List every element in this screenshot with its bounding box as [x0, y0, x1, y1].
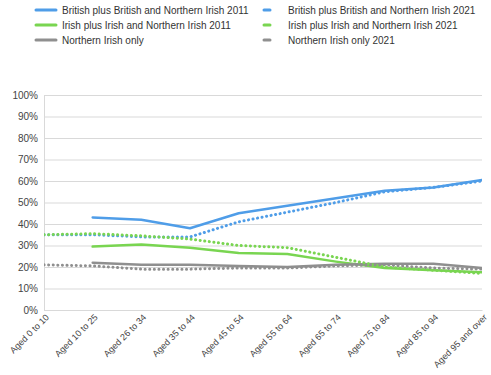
legend-item: Northern Irish only — [36, 35, 144, 46]
x-tick: Aged 45 to 54 — [199, 310, 246, 359]
chart: 0% 10% 20% 30% 40% 50% 60% 70% 80% 90% 100% Aged 0 … — [0, 0, 491, 375]
grid-line — [44, 95, 482, 96]
legend-label: Irish plus Irish and Northern Irish 2021 — [288, 20, 458, 31]
grid-line — [44, 160, 482, 161]
legend: British plus British and Northern Irish … — [36, 5, 476, 46]
grid-line — [44, 181, 482, 182]
y-tick-label: 80% — [18, 133, 38, 144]
legend-label: Northern Irish only — [62, 35, 144, 46]
x-tick-label: Aged 85 to 94 — [394, 312, 441, 359]
x-tick: Aged 65 to 74 — [296, 310, 343, 359]
y-tick: 60% — [18, 176, 482, 187]
x-tick: Aged 0 to 10 — [8, 310, 51, 355]
y-tick-label: 0% — [24, 305, 39, 316]
y-tick-label: 10% — [18, 283, 38, 294]
x-axis-line — [45, 310, 483, 311]
y-axis: 0% 10% 20% 30% 40% 50% 60% 70% 80% 90% 100% — [12, 90, 482, 316]
x-tick: Aged 10 to 25 — [53, 310, 100, 359]
y-tick-label: 90% — [18, 111, 38, 122]
legend-item: Irish plus Irish and Northern Irish 2021 — [264, 20, 458, 31]
y-axis-line — [45, 96, 483, 311]
y-tick-label: 50% — [18, 197, 38, 208]
y-tick: 100% — [12, 90, 482, 101]
legend-swatch — [264, 24, 270, 27]
series-line — [93, 180, 482, 228]
x-tick-label: Aged 65 to 74 — [296, 312, 343, 359]
legend-item: British plus British and Northern Irish … — [36, 5, 249, 16]
grid-line — [44, 310, 482, 311]
y-tick: 80% — [18, 133, 482, 144]
x-tick: Aged 75 to 84 — [345, 310, 392, 359]
grid-line — [44, 224, 482, 225]
series-line — [44, 234, 482, 274]
x-tick-label: Aged 55 to 64 — [248, 312, 295, 359]
x-tick-label: Aged 0 to 10 — [8, 312, 51, 355]
y-tick: 20% — [18, 262, 482, 273]
y-tick: 10% — [18, 283, 482, 294]
legend-swatch — [264, 9, 270, 12]
legend-swatch — [36, 9, 56, 12]
legend-swatch — [264, 39, 270, 42]
legend-label: Northern Irish only 2021 — [288, 35, 395, 46]
legend-label: British plus British and Northern Irish … — [288, 5, 476, 16]
x-tick-label: Aged 35 to 44 — [150, 312, 197, 359]
legend-item: British plus British and Northern Irish … — [264, 5, 476, 16]
y-tick: 50% — [18, 197, 482, 208]
grid-line — [44, 289, 482, 290]
legend-label: Irish plus Irish and Northern Irish 2011 — [62, 20, 231, 31]
x-tick: Aged 55 to 64 — [248, 310, 295, 359]
series-line — [44, 265, 482, 269]
y-tick-label: 70% — [18, 154, 38, 165]
x-axis: Aged 0 to 10Aged 10 to 25Aged 26 to 34Ag… — [8, 310, 489, 370]
x-tick: Aged 35 to 44 — [150, 310, 197, 359]
x-tick: Aged 85 to 94 — [394, 310, 441, 359]
legend-item: Northern Irish only 2021 — [264, 35, 395, 46]
legend-label: British plus British and Northern Irish … — [62, 5, 249, 16]
y-tick-label: 60% — [18, 176, 38, 187]
x-tick-label: Aged 10 to 25 — [53, 312, 100, 359]
x-tick-label: Aged 45 to 54 — [199, 312, 246, 359]
x-tick-label: Aged 26 to 34 — [102, 312, 149, 359]
y-tick-label: 20% — [18, 262, 38, 273]
grid-line — [44, 117, 482, 118]
x-tick: Aged 95 and over — [432, 310, 489, 370]
grid-line — [44, 138, 482, 139]
plot-area — [44, 180, 482, 274]
y-tick: 70% — [18, 154, 482, 165]
legend-swatch — [36, 39, 56, 42]
y-tick-label: 100% — [12, 90, 38, 101]
legend-item: Irish plus Irish and Northern Irish 2011 — [36, 20, 231, 31]
series-line — [44, 181, 482, 237]
y-tick-label: 30% — [18, 240, 38, 251]
x-tick-label: Aged 95 and over — [432, 312, 489, 369]
x-tick-label: Aged 75 to 84 — [345, 312, 392, 359]
y-tick: 90% — [18, 111, 482, 122]
grid-line — [44, 203, 482, 204]
legend-swatch — [36, 24, 56, 27]
x-tick: Aged 26 to 34 — [102, 310, 149, 359]
y-tick-label: 40% — [18, 219, 38, 230]
